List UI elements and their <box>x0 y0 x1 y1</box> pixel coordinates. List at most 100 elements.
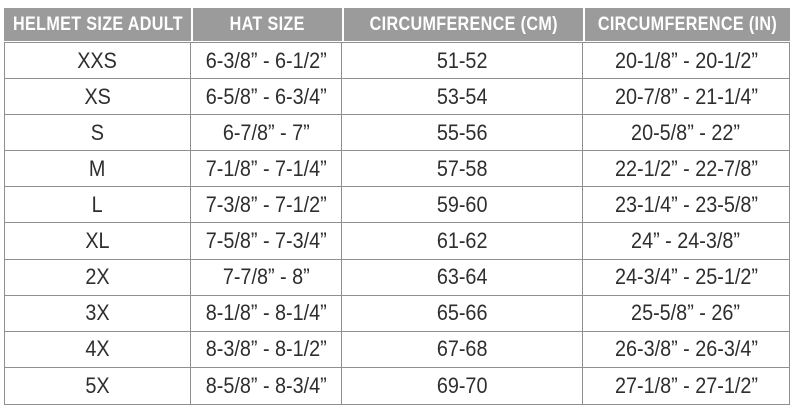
table-header: HELMET SIZE ADULT HAT SIZE CIRCUMFERENCE… <box>4 8 790 41</box>
table-cell-hat-size: 6-5/8” - 6-3/4” <box>191 79 342 116</box>
header-label: CIRCUMFERENCE (IN) <box>597 13 778 35</box>
table-cell-circumference-cm: 55-56 <box>342 115 583 152</box>
table-cell-helmet-size: XL <box>5 223 191 260</box>
cell-value: S <box>90 119 105 145</box>
table-cell-circumference-cm: 61-62 <box>342 223 583 260</box>
cell-value: 51-52 <box>436 47 488 73</box>
table-cell-helmet-size: M <box>5 151 191 188</box>
cell-value: 65-66 <box>436 300 488 326</box>
cell-value: 27-1/8” - 27-1/2” <box>614 372 758 398</box>
cell-value: XS <box>84 83 111 109</box>
cell-value: 4X <box>85 336 110 362</box>
cell-value: 7-7/8” - 8” <box>222 264 310 290</box>
table-cell-circumference-cm: 59-60 <box>342 187 583 224</box>
cell-value: 24” - 24-3/8” <box>631 228 741 254</box>
cell-value: 5X <box>85 372 110 398</box>
table-cell-hat-size: 7-1/8” - 7-1/4” <box>191 151 342 188</box>
cell-value: 25-5/8” - 26” <box>631 300 741 326</box>
cell-value: 6-5/8” - 6-3/4” <box>205 83 327 109</box>
table-cell-circumference-cm: 63-64 <box>342 259 583 296</box>
table-cell-circumference-in: 26-3/8” - 26-3/4” <box>583 331 789 368</box>
table-row: S 6-7/8” - 7” 55-56 20-5/8” - 22” <box>5 115 789 152</box>
table-cell-helmet-size: 2X <box>5 259 191 296</box>
table-cell-helmet-size: 5X <box>5 367 191 404</box>
table-row: XXS 6-3/8” - 6-1/2” 51-52 20-1/8” - 20-1… <box>5 43 789 80</box>
table-row: 3X 8-1/8” - 8-1/4” 65-66 25-5/8” - 26” <box>5 295 789 332</box>
table-cell-circumference-cm: 69-70 <box>342 367 583 404</box>
table-cell-circumference-cm: 67-68 <box>342 331 583 368</box>
table-row: XS 6-5/8” - 6-3/4” 53-54 20-7/8” - 21-1/… <box>5 79 789 116</box>
table-cell-helmet-size: S <box>5 115 191 152</box>
table-body: XXS 6-3/8” - 6-1/2” 51-52 20-1/8” - 20-1… <box>4 42 790 405</box>
header-cell-circumference-cm: CIRCUMFERENCE (CM) <box>342 8 583 41</box>
table-cell-hat-size: 6-7/8” - 7” <box>191 115 342 152</box>
cell-value: 24-3/4” - 25-1/2” <box>614 264 758 290</box>
table-cell-circumference-in: 20-7/8” - 21-1/4” <box>583 79 789 116</box>
table-cell-circumference-in: 24-3/4” - 25-1/2” <box>583 259 789 296</box>
cell-value: 6-7/8” - 7” <box>222 119 310 145</box>
header-label: HAT SIZE <box>229 13 306 35</box>
table-row: XL 7-5/8” - 7-3/4” 61-62 24” - 24-3/8” <box>5 223 789 260</box>
cell-value: 20-1/8” - 20-1/2” <box>614 47 758 73</box>
table-cell-hat-size: 8-1/8” - 8-1/4” <box>191 295 342 332</box>
cell-value: 6-3/8” - 6-1/2” <box>205 47 327 73</box>
cell-value: 63-64 <box>436 264 488 290</box>
table-row: L 7-3/8” - 7-1/2” 59-60 23-1/4” - 23-5/8… <box>5 187 789 224</box>
cell-value: 8-1/8” - 8-1/4” <box>205 300 327 326</box>
table-cell-circumference-in: 20-5/8” - 22” <box>583 115 789 152</box>
table-cell-hat-size: 8-5/8” - 8-3/4” <box>191 367 342 404</box>
table-cell-circumference-in: 24” - 24-3/8” <box>583 223 789 260</box>
table-cell-circumference-in: 25-5/8” - 26” <box>583 295 789 332</box>
helmet-size-table: HELMET SIZE ADULT HAT SIZE CIRCUMFERENCE… <box>4 8 790 405</box>
table-cell-circumference-in: 27-1/8” - 27-1/2” <box>583 367 789 404</box>
table-cell-circumference-cm: 57-58 <box>342 151 583 188</box>
cell-value: 3X <box>85 300 110 326</box>
table-cell-circumference-cm: 65-66 <box>342 295 583 332</box>
cell-value: L <box>91 191 104 217</box>
cell-value: XXS <box>77 47 118 73</box>
table-row: 2X 7-7/8” - 8” 63-64 24-3/4” - 25-1/2” <box>5 259 789 296</box>
table-cell-hat-size: 6-3/8” - 6-1/2” <box>191 43 342 80</box>
cell-value: 2X <box>85 264 110 290</box>
cell-value: 7-3/8” - 7-1/2” <box>205 191 327 217</box>
cell-value: 26-3/8” - 26-3/4” <box>614 336 758 362</box>
table-row: 5X 8-5/8” - 8-3/4” 69-70 27-1/8” - 27-1/… <box>5 367 789 404</box>
table-cell-hat-size: 8-3/8” - 8-1/2” <box>191 331 342 368</box>
cell-value: 23-1/4” - 23-5/8” <box>614 191 758 217</box>
cell-value: 67-68 <box>436 336 488 362</box>
cell-value: 53-54 <box>436 83 488 109</box>
cell-value: 8-3/8” - 8-1/2” <box>205 336 327 362</box>
table-cell-helmet-size: 4X <box>5 331 191 368</box>
table-cell-circumference-in: 23-1/4” - 23-5/8” <box>583 187 789 224</box>
header-label: HELMET SIZE ADULT <box>12 13 183 35</box>
cell-value: 8-5/8” - 8-3/4” <box>205 372 327 398</box>
table-cell-helmet-size: XS <box>5 79 191 116</box>
table-cell-helmet-size: 3X <box>5 295 191 332</box>
table-row: 4X 8-3/8” - 8-1/2” 67-68 26-3/8” - 26-3/… <box>5 331 789 368</box>
table-cell-circumference-in: 20-1/8” - 20-1/2” <box>583 43 789 80</box>
cell-value: 57-58 <box>436 155 488 181</box>
cell-value: 22-1/2” - 22-7/8” <box>614 155 758 181</box>
header-cell-helmet-size: HELMET SIZE ADULT <box>4 8 191 41</box>
table-row: M 7-1/8” - 7-1/4” 57-58 22-1/2” - 22-7/8… <box>5 151 789 188</box>
header-label: CIRCUMFERENCE (CM) <box>369 13 558 35</box>
table-cell-helmet-size: L <box>5 187 191 224</box>
table-cell-circumference-in: 22-1/2” - 22-7/8” <box>583 151 789 188</box>
cell-value: XL <box>85 228 110 254</box>
cell-value: 7-5/8” - 7-3/4” <box>205 228 327 254</box>
header-cell-circumference-in: CIRCUMFERENCE (IN) <box>583 8 790 41</box>
table-cell-hat-size: 7-3/8” - 7-1/2” <box>191 187 342 224</box>
cell-value: 69-70 <box>436 372 488 398</box>
cell-value: 20-7/8” - 21-1/4” <box>614 83 758 109</box>
cell-value: M <box>89 155 106 181</box>
cell-value: 7-1/8” - 7-1/4” <box>205 155 327 181</box>
cell-value: 59-60 <box>436 191 488 217</box>
cell-value: 20-5/8” - 22” <box>631 119 741 145</box>
cell-value: 55-56 <box>436 119 488 145</box>
header-cell-hat-size: HAT SIZE <box>191 8 342 41</box>
cell-value: 61-62 <box>436 228 488 254</box>
table-cell-helmet-size: XXS <box>5 43 191 80</box>
table-cell-hat-size: 7-7/8” - 8” <box>191 259 342 296</box>
table-cell-circumference-cm: 51-52 <box>342 43 583 80</box>
